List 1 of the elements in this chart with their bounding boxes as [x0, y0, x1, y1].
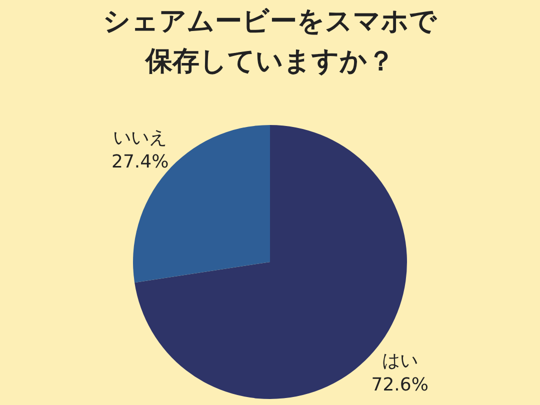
title: シェアムービーをスマホで保存していますか？	[102, 5, 438, 79]
